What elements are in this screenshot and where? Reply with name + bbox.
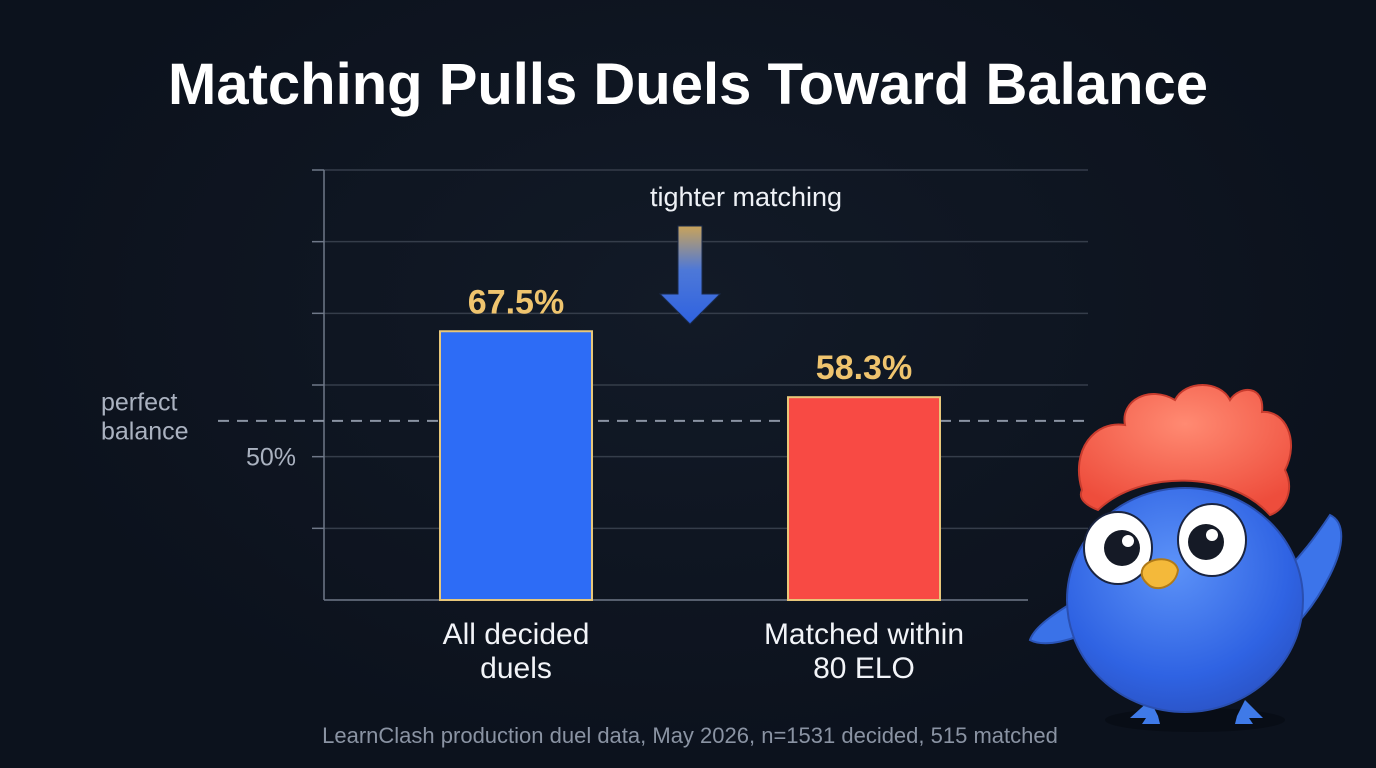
category-label: All decided [443, 618, 590, 651]
bar [439, 330, 593, 601]
bar [787, 396, 941, 601]
annotation-label: tighter matching [650, 182, 842, 212]
down-arrow-icon [658, 225, 722, 325]
bars [439, 330, 941, 601]
footnote: LearnClash production duel data, May 202… [322, 723, 1058, 748]
blue-bird-mascot-icon [1028, 384, 1343, 732]
reference-line-label: perfect [101, 388, 177, 416]
category-label: duels [480, 652, 552, 685]
data-label: 67.5% [468, 283, 564, 321]
chart-title: Matching Pulls Duels Toward Balance [168, 52, 1208, 117]
data-label: 58.3% [816, 349, 912, 387]
grid-lines [324, 169, 1088, 530]
category-label: Matched within [764, 618, 964, 651]
category-label: 80 ELO [813, 652, 915, 685]
y-tick-label: 50% [246, 444, 296, 472]
reference-line-label: balance [101, 417, 189, 445]
